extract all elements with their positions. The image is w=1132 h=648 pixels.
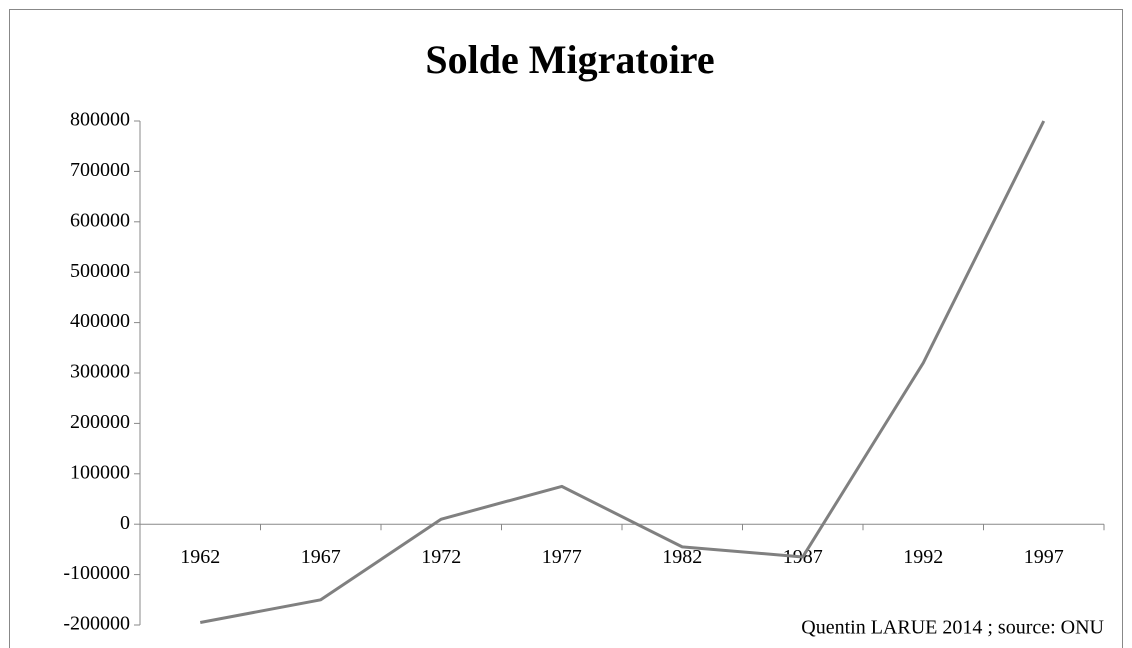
x-tick-label: 1962 bbox=[180, 546, 220, 568]
x-tick-label: 1982 bbox=[662, 546, 702, 568]
y-tick-label: 200000 bbox=[70, 411, 130, 433]
y-tick-label: -200000 bbox=[63, 613, 130, 635]
x-tick-label: 1992 bbox=[903, 546, 943, 568]
data-line bbox=[199, 120, 1046, 624]
x-tick-label: 1997 bbox=[1024, 546, 1064, 568]
y-tick-label: 700000 bbox=[70, 159, 130, 181]
y-tick-label: 500000 bbox=[70, 260, 130, 282]
y-tick-label: 600000 bbox=[70, 209, 130, 231]
y-tick-label: 0 bbox=[120, 512, 130, 534]
y-tick-label: 400000 bbox=[70, 310, 130, 332]
y-tick-label: -100000 bbox=[63, 562, 130, 584]
x-tick-label: 1977 bbox=[542, 546, 582, 568]
x-tick-label: 1972 bbox=[421, 546, 461, 568]
y-tick-label: 300000 bbox=[70, 361, 130, 383]
x-tick-label: 1967 bbox=[301, 546, 341, 568]
annotation: Quentin LARUE 2014 ; source: ONU bbox=[801, 617, 1104, 639]
y-tick-label: 100000 bbox=[70, 461, 130, 483]
y-tick-label: 800000 bbox=[70, 109, 130, 131]
chart-title: Solde Migratoire bbox=[425, 37, 714, 82]
chart-frame bbox=[9, 9, 1123, 648]
